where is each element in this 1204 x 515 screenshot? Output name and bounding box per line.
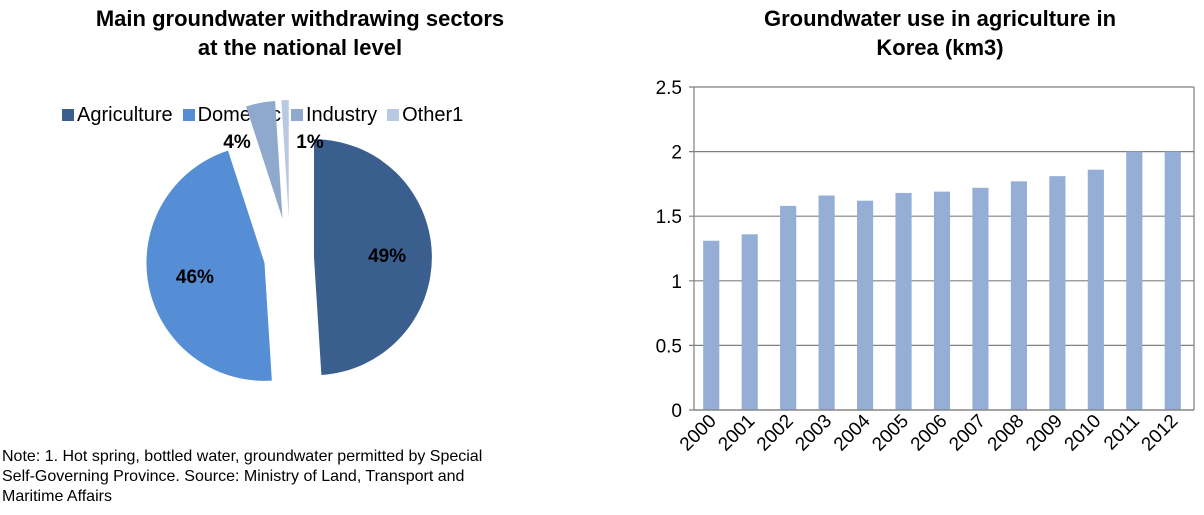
bar-chart-title: Groundwater use in agriculture in Korea …: [680, 4, 1200, 62]
x-tick-label-2003: 2003: [791, 411, 836, 456]
legend-label-other: Other1: [402, 103, 464, 126]
bar-2010: [1087, 169, 1104, 410]
x-tick-label-2005: 2005: [868, 411, 913, 456]
legend-item-industry: Industry: [290, 103, 378, 127]
y-tick-label-0: 0: [671, 401, 682, 422]
x-tick-label-2004: 2004: [830, 410, 875, 455]
bar-2003: [818, 195, 835, 410]
bar-2009: [1049, 176, 1066, 410]
x-tick-label-2007: 2007: [945, 411, 990, 456]
bar-2005: [895, 192, 912, 410]
pie-label-domestic: 46%: [176, 267, 214, 288]
y-tick-label-0-5: 0.5: [656, 336, 682, 357]
bar-2006: [933, 191, 951, 410]
legend-swatch-agriculture: [62, 109, 74, 121]
legend-swatch-domestic: [182, 109, 195, 121]
legend-label-industry: Industry: [305, 103, 378, 126]
x-tick-label-2010: 2010: [1061, 411, 1106, 456]
bar-2002: [780, 205, 797, 410]
x-tick-label-2009: 2009: [1022, 411, 1067, 456]
bar-2000: [703, 240, 720, 410]
bar-title-line-2: Korea (km3): [876, 35, 1004, 60]
bar-2008: [1010, 181, 1027, 410]
x-tick-label-2006: 2006: [907, 411, 952, 456]
pie-label-agriculture: 49%: [368, 246, 406, 267]
pie-label-other1: 1%: [296, 132, 324, 153]
legend-swatch-industry: [290, 109, 303, 121]
x-tick-label-2001: 2001: [714, 411, 759, 456]
x-tick-label-2008: 2008: [984, 411, 1029, 456]
pie-slice-other1: [281, 100, 289, 219]
footnote-line-3: Maritime Affairs: [2, 488, 112, 505]
footnote-line-2: Self-Governing Province. Source: Ministr…: [2, 468, 465, 485]
pie-legend: Agriculture Domestic Industry Other1: [62, 102, 562, 128]
y-tick-label-1-5: 1.5: [656, 207, 682, 228]
pie-slice-industry: [246, 100, 283, 219]
x-tick-label-2012: 2012: [1138, 411, 1183, 456]
pie-slice-domestic: [146, 150, 272, 381]
legend-item-other: Other1: [387, 104, 463, 127]
y-tick-label-1: 1: [671, 272, 682, 293]
x-tick-label-2000: 2000: [676, 411, 721, 456]
pie-chart: 49% 46% 4% 1%: [146, 100, 432, 381]
x-tick-label-2002: 2002: [753, 411, 798, 456]
bar-2011: [1126, 151, 1143, 410]
bar-2012: [1164, 151, 1181, 410]
pie-title-line-2: at the national level: [197, 35, 403, 60]
bar-title-line-1: Groundwater use in agriculture in: [763, 6, 1117, 31]
chart-footnote: Note: 1. Hot spring, bottled water, grou…: [2, 447, 602, 507]
bar-chart: 0 0.5 1 1.5 2 2.5 2000200120022003200420052006…: [656, 78, 1195, 456]
bar-2007: [972, 187, 989, 410]
legend-item-agriculture: Agriculture: [62, 104, 173, 127]
pie-chart-title: Main groundwater withdrawing sectors at …: [40, 4, 560, 62]
bar-2004: [857, 200, 874, 410]
pie-label-industry: 4%: [223, 132, 251, 153]
pie-slice-agriculture: [313, 139, 432, 376]
legend-label-agriculture: Agriculture: [77, 103, 173, 126]
footnote-line-1: Note: 1. Hot spring, bottled water, grou…: [2, 448, 483, 465]
pie-title-line-1: Main groundwater withdrawing sectors: [95, 6, 505, 31]
bar-2001: [741, 234, 758, 410]
y-tick-label-2: 2: [671, 143, 682, 164]
x-tick-label-2011: 2011: [1100, 411, 1144, 455]
y-tick-label-2-5: 2.5: [656, 78, 682, 99]
legend-swatch-other: [387, 109, 400, 121]
